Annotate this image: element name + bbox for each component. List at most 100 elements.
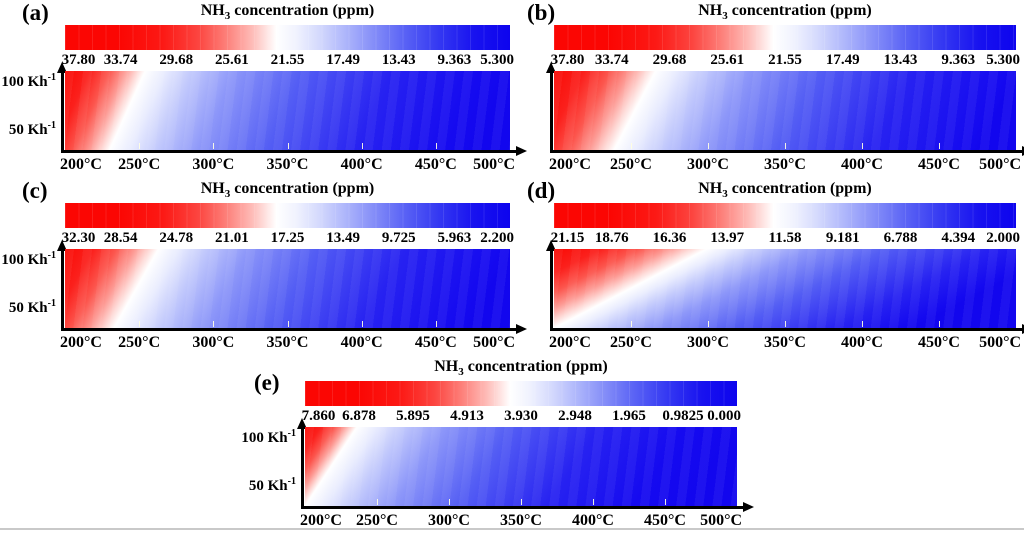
colorbar-tick-label: 25.61 (215, 52, 249, 68)
colorbar-tick-label: 1.965 (612, 408, 646, 424)
colorbar-tick-label: 4.394 (941, 230, 976, 246)
x-axis-minor-tick (631, 321, 632, 327)
y-tick-label-100: 100 Kh-1 (241, 428, 296, 446)
y-tick-label-50: 50 Kh-1 (248, 476, 296, 494)
x-axis-minor-tick (139, 143, 141, 149)
colorbar-title: NH3 concentration (ppm) (698, 2, 872, 23)
x-axis-arrowhead-icon (743, 502, 754, 512)
x-axis-arrowhead-icon (1022, 146, 1024, 156)
colorbar-tick-label: 9.181 (825, 230, 860, 246)
y-axis (61, 250, 64, 330)
x-axis-minor-tick (377, 499, 378, 505)
x-tick-label: 250°C (610, 334, 652, 351)
colorbar-tick-label: 18.76 (594, 230, 629, 246)
colorbar-tick-label: 21.15 (550, 230, 585, 246)
y-axis-arrowhead-icon (297, 418, 307, 429)
colorbar-title: NH3 concentration (ppm) (698, 180, 872, 201)
colorbar-tick-label: 17.49 (326, 52, 360, 68)
colorbar-tick-label: 6.878 (342, 408, 376, 424)
y-axis-arrowhead-icon (546, 62, 556, 73)
colorbar-tick-label: 0.9825 (662, 408, 704, 424)
x-axis-arrowhead-icon (1022, 324, 1024, 334)
panel-label: (c) (22, 178, 48, 203)
colorbar-tick-label: 17.49 (825, 52, 860, 68)
colorbar-tick-label: 9.363 (941, 52, 976, 68)
x-axis (301, 506, 745, 509)
x-tick-label: 300°C (428, 512, 470, 529)
colorbar-tick-label: 5.895 (396, 408, 430, 424)
x-tick-label: 450°C (644, 512, 686, 529)
panel-label: (e) (254, 370, 280, 395)
x-axis-minor-tick (213, 321, 215, 327)
x-tick-label: 350°C (266, 334, 309, 351)
x-tick-label: 400°C (340, 156, 383, 173)
x-axis-minor-tick (287, 143, 289, 149)
heatmap (554, 71, 1016, 150)
colorbar-tick-labels: 37.80 33.74 29.68 25.61 21.55 17.49 13.43 9.363… (551, 51, 1020, 69)
x-axis (61, 150, 518, 153)
x-tick-label: 200°C (59, 334, 102, 351)
x-axis-minor-tick (938, 321, 940, 327)
x-tick-label: 400°C (841, 334, 883, 351)
x-tick-labels: 200°C 250°C 300°C 350°C 400°C 450°C 500°C (549, 156, 1021, 176)
colorbar-tick-label: 29.68 (652, 52, 687, 68)
x-tick-label: 500°C (979, 156, 1022, 173)
y-axis-arrowhead-icon (57, 240, 67, 251)
colorbar-tick-labels: 32.30 28.54 24.78 21.01 17.25 13.49 9.725 5.963… (61, 229, 514, 247)
x-axis-minor-tick (448, 499, 450, 505)
x-tick-label: 300°C (687, 334, 729, 351)
colorbar-tick-label: 24.78 (159, 230, 194, 246)
colorbar-tick-labels: 7.860 6.878 5.895 4.913 3.930 2.948 1.965 0.982… (301, 407, 741, 425)
x-tick-label: 450°C (414, 156, 457, 173)
panel-a: (a) NH3 concentration (ppm) 37.80 33.74 29… (0, 0, 527, 178)
colorbar-gradient (305, 381, 737, 406)
x-axis-minor-tick (631, 143, 632, 149)
x-axis-minor-tick (707, 321, 709, 327)
x-axis-minor-tick (521, 499, 522, 505)
x-axis-minor-tick (664, 499, 666, 505)
colorbar-tick-label: 37.80 (61, 52, 96, 68)
colorbar-tick-label: 32.30 (61, 230, 96, 246)
x-axis-minor-tick (361, 321, 363, 327)
page-bottom-rule (0, 528, 1024, 530)
x-axis (61, 328, 518, 331)
colorbar-tick-label: 13.43 (381, 52, 416, 68)
x-axis-minor-tick (593, 499, 594, 505)
x-tick-label: 300°C (192, 156, 235, 173)
x-axis-minor-tick (139, 321, 141, 327)
y-tick-label-100: 100 Kh-1 (1, 72, 56, 90)
x-tick-label: 200°C (299, 512, 342, 529)
panel-label: (d) (527, 178, 556, 203)
colorbar-tick-label: 2.200 (480, 230, 515, 246)
colorbar-tick-label: 17.25 (270, 230, 305, 246)
x-tick-label: 250°C (118, 334, 161, 351)
x-axis (550, 150, 1024, 153)
y-axis (550, 250, 553, 330)
x-tick-label: 350°C (500, 512, 542, 529)
x-axis (550, 328, 1024, 331)
x-tick-labels: 200°C 250°C 300°C 350°C 400°C 450°C 500°C (60, 334, 515, 354)
colorbar-gradient (65, 203, 510, 228)
x-axis-minor-tick (707, 143, 709, 149)
x-tick-label: 250°C (610, 156, 652, 173)
x-axis-minor-tick (938, 143, 940, 149)
x-axis-minor-tick (361, 143, 363, 149)
x-tick-labels: 200°C 250°C 300°C 350°C 400°C 450°C 500°C (300, 512, 742, 532)
colorbar-tick-label: 13.49 (326, 230, 360, 246)
panel-label: (b) (527, 0, 556, 25)
x-axis-minor-tick (213, 143, 215, 149)
colorbar-tick-label: 11.58 (768, 230, 802, 246)
heatmap (65, 249, 510, 328)
x-tick-label: 400°C (340, 334, 383, 351)
colorbar-tick-labels: 37.80 33.74 29.68 25.61 21.55 17.49 13.43 9.363… (61, 51, 514, 69)
x-tick-label: 350°C (764, 334, 806, 351)
x-axis-arrowhead-icon (516, 146, 527, 156)
x-tick-label: 500°C (700, 512, 743, 529)
colorbar-tick-label: 0.000 (707, 408, 742, 424)
x-tick-label: 200°C (548, 334, 591, 351)
colorbar-tick-labels: 21.15 18.76 16.36 13.97 11.58 9.181 6.788 4.394… (550, 229, 1020, 247)
colorbar-tick-label: 3.930 (504, 408, 538, 424)
colorbar-tick-label: 25.61 (710, 52, 745, 68)
colorbar-tick-label: 7.860 (301, 408, 336, 424)
panel-d: (d) NH3 concentration (ppm) 21.15 18.76 16… (512, 178, 1024, 356)
